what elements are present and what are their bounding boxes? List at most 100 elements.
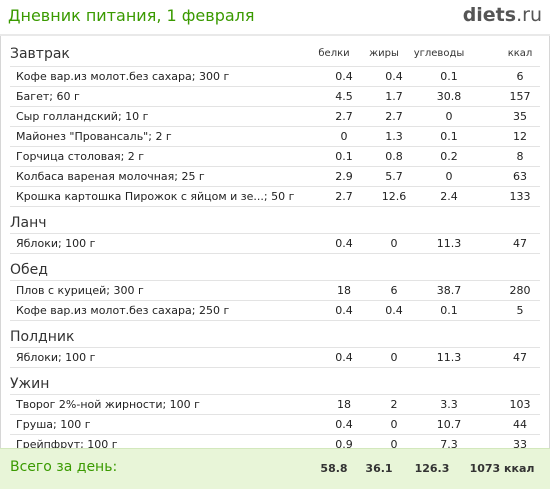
kcal-value: 33 xyxy=(513,438,527,451)
meal-title: Ужин xyxy=(10,376,50,392)
kcal-value: 35 xyxy=(513,110,527,123)
fat-value: 6 xyxy=(390,284,398,297)
column-header-carbs: углеводы xyxy=(413,48,465,59)
meal-title: Завтрак xyxy=(10,46,70,62)
food-row[interactable]: Горчица столовая; 2 г 0.1 0.8 0.2 8 xyxy=(10,146,540,166)
fat-value: 0.4 xyxy=(385,304,403,317)
column-header-fat: жиры xyxy=(369,48,399,59)
food-name: Плов с курицей; 300 г xyxy=(16,284,144,297)
carbs-value: 30.8 xyxy=(436,90,462,103)
total-protein: 58.8 xyxy=(320,462,348,475)
protein-value: 0.4 xyxy=(335,70,353,83)
page-title: Дневник питания, 1 февраля xyxy=(8,6,255,25)
food-name: Яблоки; 100 г xyxy=(16,237,96,250)
food-row[interactable]: Багет; 60 г 4.5 1.7 30.8 157 xyxy=(10,86,540,106)
protein-value: 2.9 xyxy=(335,170,353,183)
meal-section: Полдник Яблоки; 100 г 0.4 0 11.3 47 xyxy=(0,327,550,368)
food-row[interactable]: Колбаса вареная молочная; 25 г 2.9 5.7 0 63 xyxy=(10,166,540,186)
kcal-value: 280 xyxy=(509,284,531,297)
carbs-value: 11.3 xyxy=(436,237,462,250)
meal-title: Полдник xyxy=(10,329,75,345)
food-row[interactable]: Творог 2%-ной жирности; 100 г 18 2 3.3 103 xyxy=(10,394,540,414)
kcal-value: 5 xyxy=(516,304,524,317)
fat-value: 2.7 xyxy=(385,110,403,123)
food-row[interactable]: Кофе вар.из молот.без сахара; 300 г 0.4 0.… xyxy=(10,66,540,86)
carbs-value: 0 xyxy=(445,110,453,123)
carbs-value: 11.3 xyxy=(436,351,462,364)
total-carbs: 126.3 xyxy=(414,462,450,475)
food-name: Грейпфрут; 100 г xyxy=(16,438,118,451)
header-divider xyxy=(0,34,550,36)
logo-suffix: .ru xyxy=(516,4,542,26)
food-row[interactable]: Крошка картошка Пирожок с яйцом и зе...;… xyxy=(10,186,540,207)
total-label: Всего за день: xyxy=(10,459,118,475)
header: Дневник питания, 1 февраля diets.ru xyxy=(0,0,550,34)
carbs-value: 3.3 xyxy=(440,398,458,411)
protein-value: 0.4 xyxy=(335,237,353,250)
protein-value: 0.4 xyxy=(335,418,353,431)
protein-value: 0 xyxy=(340,130,348,143)
kcal-value: 103 xyxy=(509,398,531,411)
column-header-kcal: ккал xyxy=(507,48,533,59)
kcal-value: 8 xyxy=(516,150,524,163)
food-name: Кофе вар.из молот.без сахара; 300 г xyxy=(16,70,230,83)
carbs-value: 38.7 xyxy=(436,284,462,297)
food-name: Кофе вар.из молот.без сахара; 250 г xyxy=(16,304,230,317)
total-fat: 36.1 xyxy=(365,462,393,475)
total-bar: Всего за день: 58.8 36.1 126.3 1073 ккал xyxy=(0,448,550,489)
food-row[interactable]: Яблоки; 100 г 0.4 0 11.3 47 xyxy=(10,347,540,368)
fat-value: 5.7 xyxy=(385,170,403,183)
protein-value: 2.7 xyxy=(335,110,353,123)
food-row[interactable]: Груша; 100 г 0.4 0 10.7 44 xyxy=(10,414,540,434)
column-header-row: Завтрак белки жиры углеводы ккал xyxy=(0,46,550,66)
column-header-protein: белки xyxy=(318,48,350,59)
fat-value: 0 xyxy=(390,351,398,364)
protein-value: 18 xyxy=(337,284,351,297)
carbs-value: 0.1 xyxy=(440,304,458,317)
food-name: Крошка картошка Пирожок с яйцом и зе...;… xyxy=(16,190,295,203)
carbs-value: 0 xyxy=(445,170,453,183)
kcal-value: 47 xyxy=(513,351,527,364)
protein-value: 0.9 xyxy=(335,438,353,451)
carbs-value: 0.1 xyxy=(440,70,458,83)
meal-section: Ланч Яблоки; 100 г 0.4 0 11.3 47 xyxy=(0,213,550,254)
meal-title: Ланч xyxy=(10,215,47,231)
food-row[interactable]: Майонез "Провансаль"; 2 г 0 1.3 0.1 12 xyxy=(10,126,540,146)
food-row[interactable]: Грейпфрут; 100 г 0.9 0 7.3 33 xyxy=(10,434,540,454)
food-name: Творог 2%-ной жирности; 100 г xyxy=(16,398,200,411)
food-name: Сыр голландский; 10 г xyxy=(16,110,149,123)
carbs-value: 10.7 xyxy=(436,418,462,431)
food-row[interactable]: Яблоки; 100 г 0.4 0 11.3 47 xyxy=(10,233,540,254)
food-name: Груша; 100 г xyxy=(16,418,91,431)
food-name: Майонез "Провансаль"; 2 г xyxy=(16,130,172,143)
fat-value: 1.3 xyxy=(385,130,403,143)
food-row[interactable]: Сыр голландский; 10 г 2.7 2.7 0 35 xyxy=(10,106,540,126)
fat-value: 0.8 xyxy=(385,150,403,163)
kcal-value: 157 xyxy=(509,90,531,103)
site-logo[interactable]: diets.ru xyxy=(463,4,542,26)
fat-value: 0 xyxy=(390,438,398,451)
carbs-value: 0.2 xyxy=(440,150,458,163)
kcal-value: 47 xyxy=(513,237,527,250)
protein-value: 18 xyxy=(337,398,351,411)
food-row[interactable]: Плов с курицей; 300 г 18 6 38.7 280 xyxy=(10,280,540,300)
food-name: Багет; 60 г xyxy=(16,90,80,103)
fat-value: 0.4 xyxy=(385,70,403,83)
meal-title: Обед xyxy=(10,262,48,278)
meal-section: Завтрак белки жиры углеводы ккал Кофе вар.из … xyxy=(0,46,550,207)
food-name: Колбаса вареная молочная; 25 г xyxy=(16,170,205,183)
meal-section: Обед Плов с курицей; 300 г 18 6 38.7 280 Кофе … xyxy=(0,260,550,321)
kcal-value: 6 xyxy=(516,70,524,83)
total-kcal: 1073 ккал xyxy=(469,462,535,475)
food-table: Завтрак белки жиры углеводы ккал Кофе вар.из … xyxy=(0,46,550,475)
protein-value: 0.1 xyxy=(335,150,353,163)
carbs-value: 0.1 xyxy=(440,130,458,143)
carbs-value: 7.3 xyxy=(440,438,458,451)
kcal-value: 12 xyxy=(513,130,527,143)
food-row[interactable]: Кофе вар.из молот.без сахара; 250 г 0.4 0.… xyxy=(10,300,540,321)
kcal-value: 63 xyxy=(513,170,527,183)
protein-value: 2.7 xyxy=(335,190,353,203)
fat-value: 0 xyxy=(390,237,398,250)
fat-value: 0 xyxy=(390,418,398,431)
food-name: Горчица столовая; 2 г xyxy=(16,150,145,163)
